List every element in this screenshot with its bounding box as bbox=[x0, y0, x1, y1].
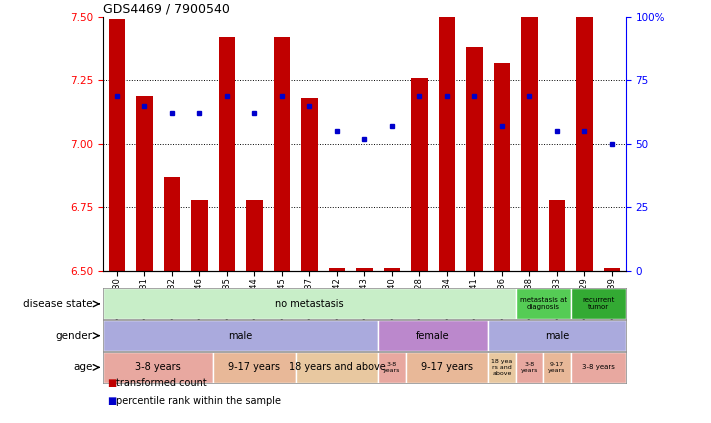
Bar bbox=[571, 352, 626, 383]
Bar bbox=[604, 268, 620, 271]
Bar bbox=[576, 17, 593, 271]
Text: disease state: disease state bbox=[23, 299, 92, 309]
Bar bbox=[191, 200, 208, 271]
Bar bbox=[521, 17, 538, 271]
Bar bbox=[378, 320, 488, 351]
Text: 3-8 years: 3-8 years bbox=[582, 364, 614, 371]
Bar bbox=[439, 17, 455, 271]
Bar bbox=[406, 352, 488, 383]
Bar bbox=[356, 268, 373, 271]
Bar bbox=[213, 352, 296, 383]
Text: male: male bbox=[545, 331, 569, 341]
Bar bbox=[328, 268, 345, 271]
Bar bbox=[136, 96, 153, 271]
Bar bbox=[103, 288, 515, 319]
Text: 18 yea
rs and
above: 18 yea rs and above bbox=[491, 359, 513, 376]
Bar bbox=[549, 200, 565, 271]
Text: ■: ■ bbox=[107, 396, 116, 406]
Text: 3-8
years: 3-8 years bbox=[383, 362, 400, 373]
Bar bbox=[384, 268, 400, 271]
Bar bbox=[488, 320, 626, 351]
Bar bbox=[488, 352, 515, 383]
Text: 3-8
years: 3-8 years bbox=[520, 362, 538, 373]
Text: gender: gender bbox=[55, 331, 92, 341]
Bar bbox=[515, 288, 571, 319]
Bar bbox=[274, 37, 290, 271]
Bar bbox=[218, 37, 235, 271]
Text: recurrent
tumor: recurrent tumor bbox=[582, 297, 614, 310]
Bar bbox=[515, 352, 543, 383]
Text: female: female bbox=[417, 331, 450, 341]
Text: percentile rank within the sample: percentile rank within the sample bbox=[116, 396, 281, 406]
Text: GDS4469 / 7900540: GDS4469 / 7900540 bbox=[103, 3, 230, 16]
Bar bbox=[493, 63, 510, 271]
Bar bbox=[571, 288, 626, 319]
Text: metastasis at
diagnosis: metastasis at diagnosis bbox=[520, 297, 567, 310]
Bar bbox=[466, 47, 483, 271]
Bar bbox=[109, 19, 125, 271]
Text: 9-17 years: 9-17 years bbox=[228, 363, 280, 372]
Text: age: age bbox=[73, 363, 92, 372]
Text: transformed count: transformed count bbox=[116, 378, 207, 388]
Bar bbox=[301, 98, 318, 271]
Text: no metastasis: no metastasis bbox=[275, 299, 343, 309]
Text: 18 years and above: 18 years and above bbox=[289, 363, 385, 372]
Bar bbox=[378, 352, 406, 383]
Bar bbox=[103, 320, 378, 351]
Text: 9-17 years: 9-17 years bbox=[421, 363, 473, 372]
Bar bbox=[164, 177, 180, 271]
Bar bbox=[411, 78, 427, 271]
Text: ■: ■ bbox=[107, 378, 116, 388]
Text: 9-17
years: 9-17 years bbox=[548, 362, 566, 373]
Bar bbox=[543, 352, 571, 383]
Bar bbox=[246, 200, 262, 271]
Bar bbox=[296, 352, 378, 383]
Text: male: male bbox=[228, 331, 252, 341]
Bar bbox=[103, 352, 213, 383]
Text: 3-8 years: 3-8 years bbox=[135, 363, 181, 372]
